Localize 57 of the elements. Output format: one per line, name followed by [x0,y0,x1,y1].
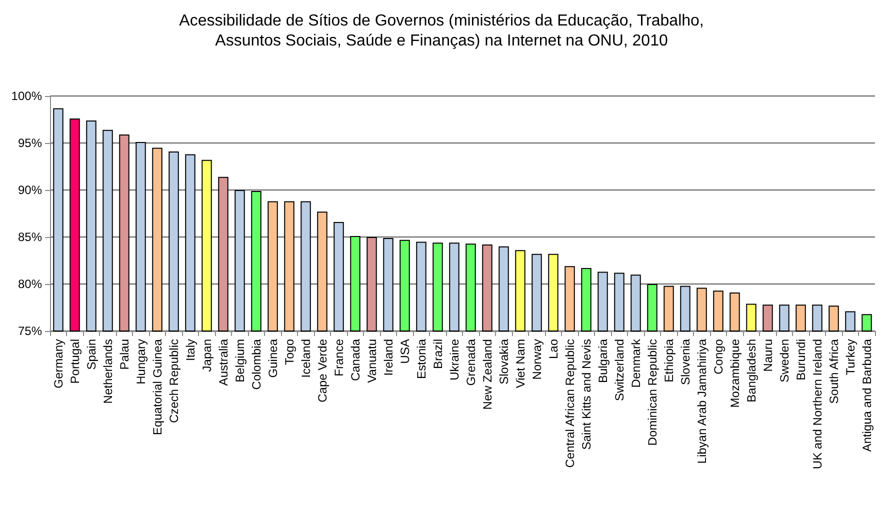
y-tick-label: 85% [18,230,42,244]
x-tick-label: Mozambique [728,338,742,408]
x-tick-label: Saint Kitts and Nevis [579,339,594,450]
x-tick-label: Netherlands [100,339,115,404]
chart-title: Acessibilidade de Sítios de Governos (ministérios da Educação, Trabalho, Assuntos Sociais, Saúde e Finanças) na Internet na ONU, 2010 [179,12,704,50]
x-tick-label: Ireland [381,339,396,376]
x-tick-label: Estonia [414,338,428,380]
x-tick-label: Slovenia [678,338,692,386]
x-tick-label: Lao [546,338,560,360]
x-tick-label: Colombia [249,338,264,390]
x-tick-label: Central African Republic [562,339,577,468]
x-tick-label: Nauru [760,339,775,372]
x-tick-label: Slovakia [496,338,511,384]
x-tick-label: France [332,338,346,376]
x-tick-label: Czech Republic [166,339,181,424]
x-tick-label: Brazil [430,339,445,370]
x-tick-label: Palau [117,339,132,370]
x-tick-label: Dominican Republic [645,339,660,446]
x-tick-label: USA [398,339,412,364]
x-tick-label: Togo [282,338,296,366]
x-tick-label: Equatorial Guinea [150,338,164,436]
x-tick-label: Vanuatu [364,339,379,383]
x-tick-label: Australia [216,338,230,386]
x-tick-label: Libyan Arab Jamahiriya [694,338,709,464]
x-tick-label: Japan [200,339,214,372]
x-tick-label: Denmark [628,338,643,388]
x-tick-label: Congo [711,338,726,374]
x-tick-label: Grenada [464,338,478,386]
y-tick-label: 95% [18,136,42,150]
x-tick-label: UK and Northern Ireland [810,339,824,470]
x-tick-label: Sweden [777,339,792,382]
x-tick-label: Burundi [794,339,808,380]
x-tick-label: Switzerland [612,339,626,402]
x-tick-label: Bangladesh [744,339,758,402]
y-tick-label: 100% [11,89,42,103]
y-tick-label: 80% [18,277,42,291]
x-tick-label: Hungary [134,339,148,384]
x-tick-label: Cape Verde [315,338,330,402]
x-tick-label: South Africa [826,338,841,404]
y-tick-label: 90% [18,183,42,197]
x-tick-label: Guinea [266,338,280,378]
x-tick-label: Spain [84,339,98,370]
x-tick-label: Antigua and Barbuda [860,338,874,452]
x-tick-label: Italy [183,339,198,362]
x-tick-label: Ukraine [447,338,462,380]
x-tick-label: New Zealand [480,339,494,410]
x-tick-label: Germany [51,339,66,388]
x-tick-label: Bulgaria [596,338,610,384]
x-tick-label: Norway [530,339,544,380]
y-tick-label: 75% [18,324,42,338]
x-tick-label: Belgium [232,339,247,382]
x-tick-label: Viet Nam [513,339,528,388]
x-tick-label: Ethiopia [662,338,676,382]
x-tick-label: Iceland [298,339,313,378]
x-tick-label: Canada [348,338,362,382]
x-tick-label: Turkey [843,339,858,376]
x-tick-label: Portugal [68,339,82,384]
